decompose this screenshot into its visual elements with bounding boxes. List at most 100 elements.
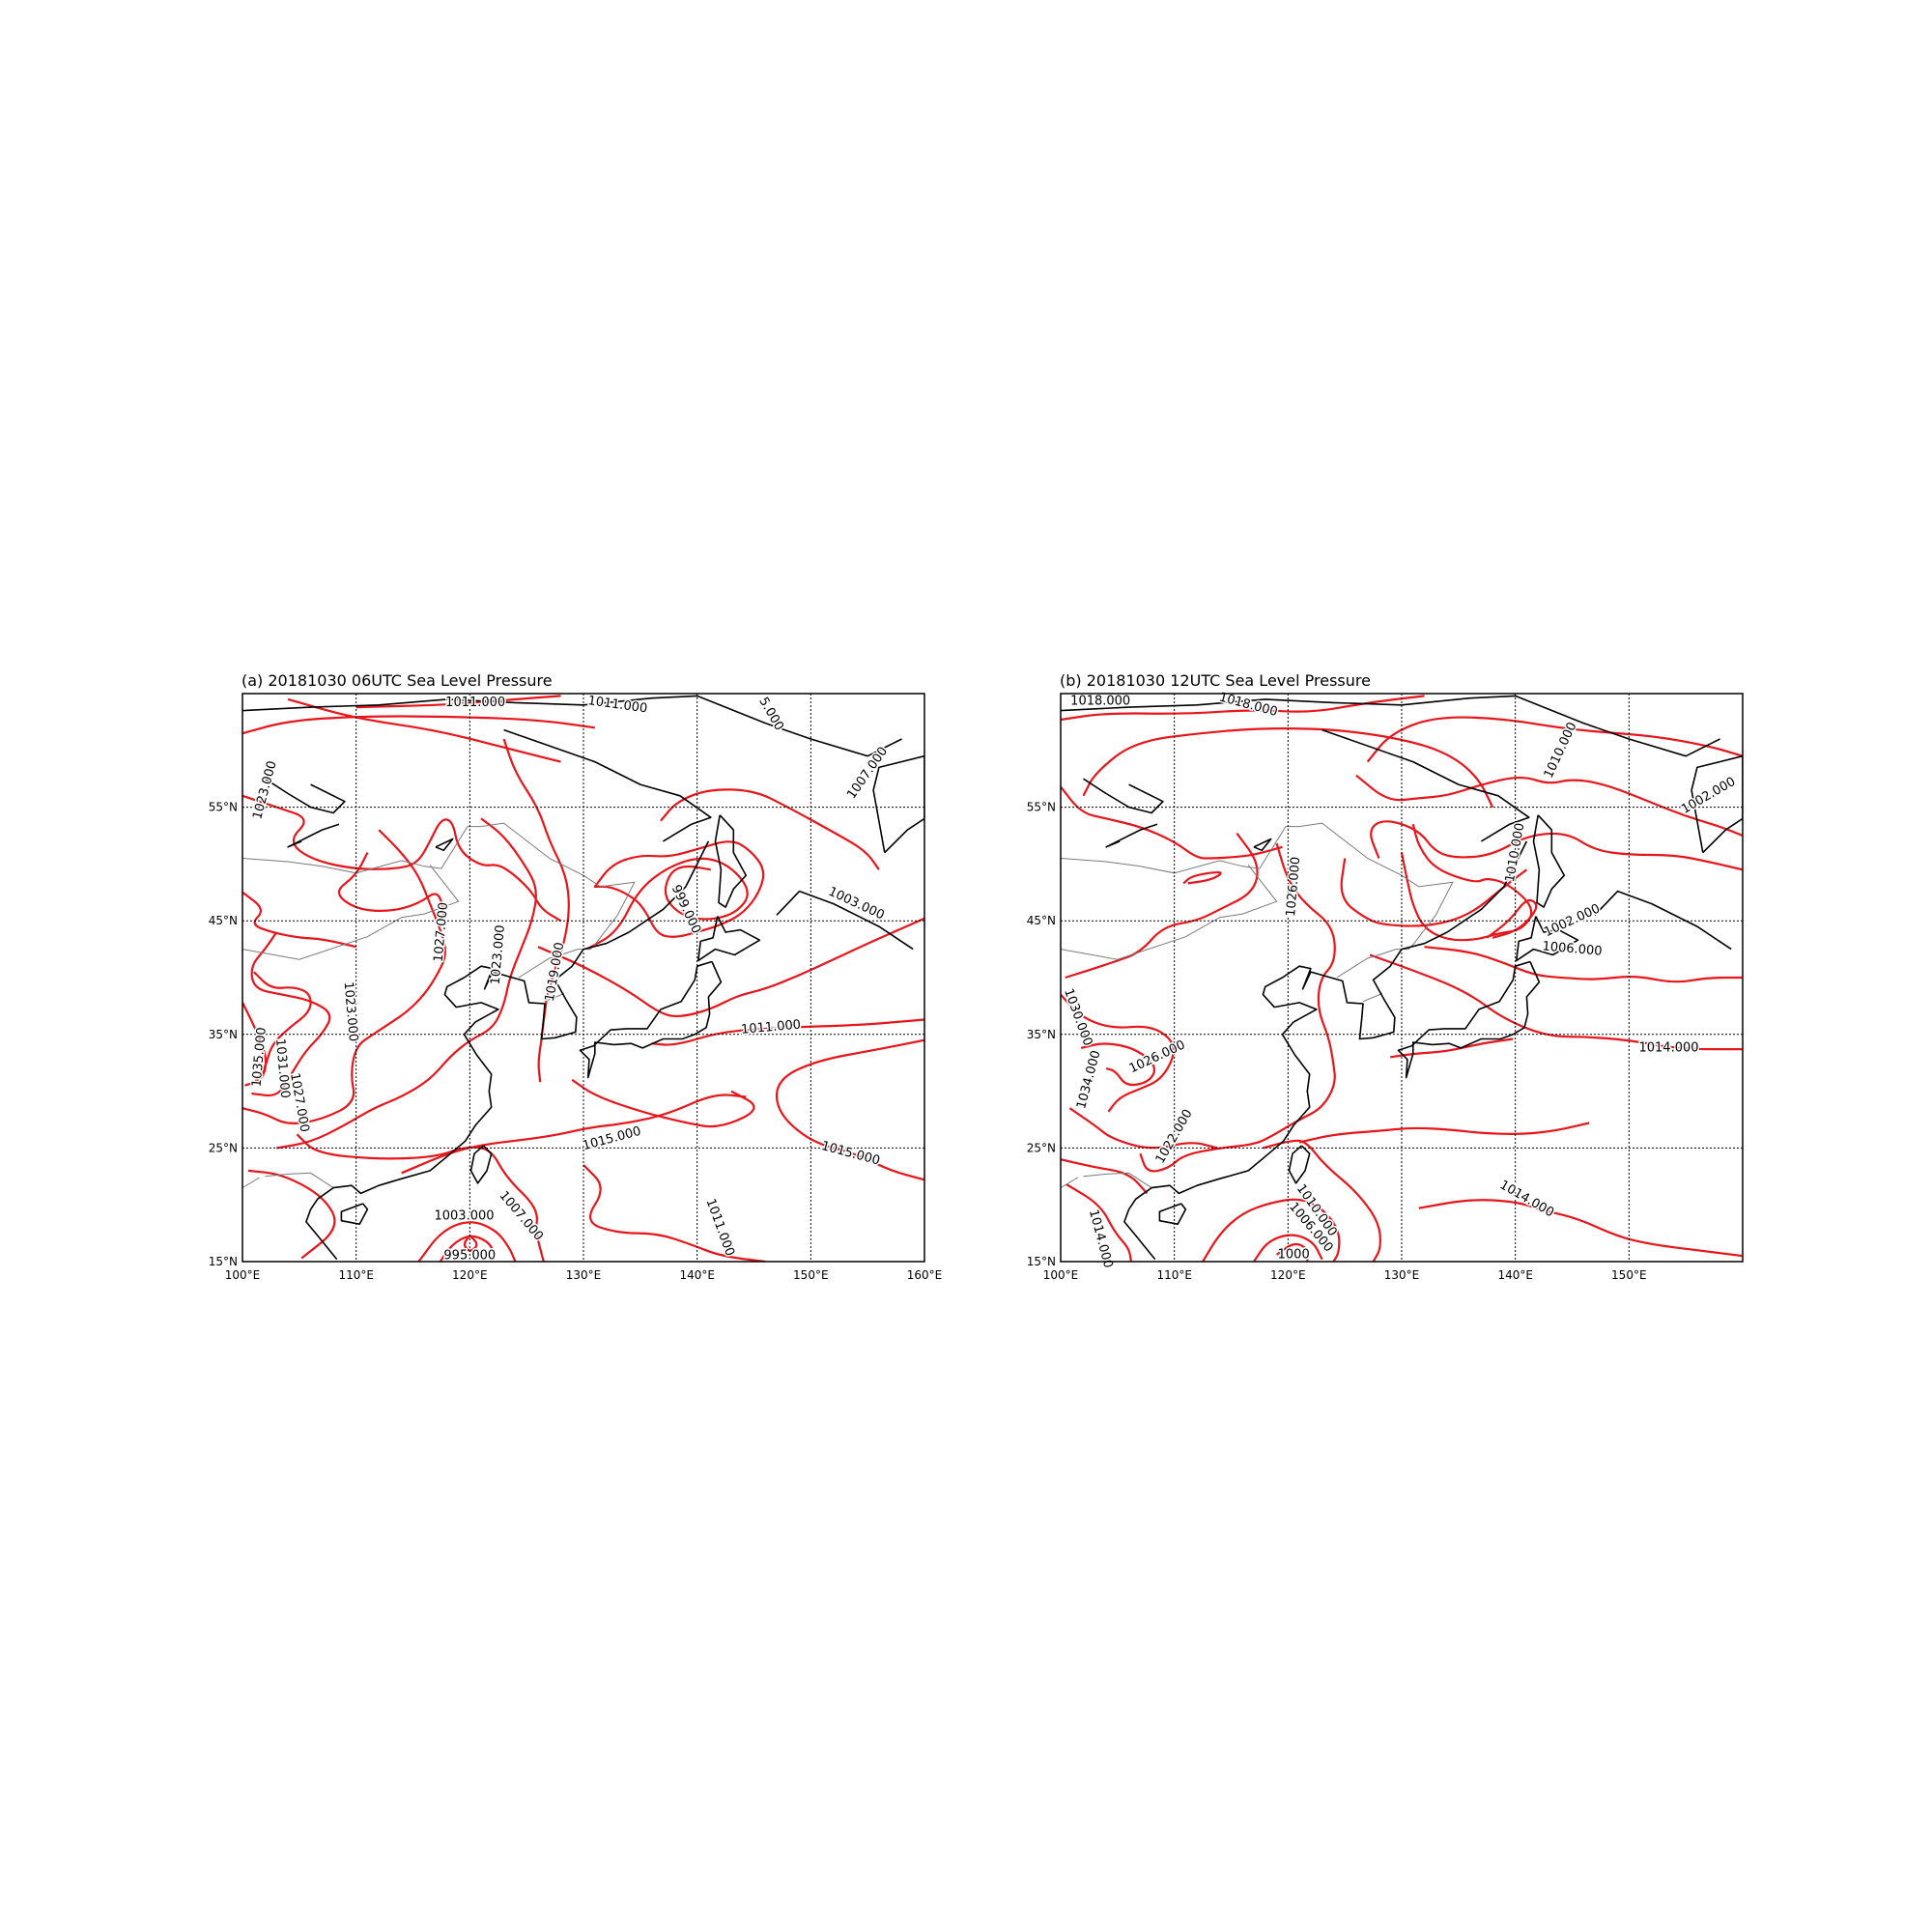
lat-tick-label: 35°N <box>209 1028 238 1041</box>
coastline <box>1253 838 1272 852</box>
isobar-line <box>1340 858 1528 927</box>
isobar-line <box>1370 820 1743 871</box>
lon-tick-label: 120°E <box>452 1268 488 1282</box>
isobar-line <box>1061 785 1283 860</box>
isobar-line <box>660 788 880 870</box>
isobar-line <box>242 715 595 735</box>
isobar-line <box>1298 1122 1590 1144</box>
coastline <box>469 1145 493 1184</box>
isobar-line <box>242 891 356 949</box>
coastline <box>242 695 902 757</box>
coastline <box>305 840 710 1261</box>
isobar-label: 1018.000 <box>1070 695 1130 709</box>
isobar-label: 1034.000 <box>1074 1049 1104 1111</box>
isobar-line <box>252 971 312 1085</box>
coastline <box>697 916 761 962</box>
isobar-line <box>355 695 561 709</box>
border-line <box>242 822 636 950</box>
lon-tick-label: 100°E <box>225 1268 261 1282</box>
isobar-label: 1023.000 <box>489 924 508 985</box>
border-line <box>242 1177 260 1189</box>
lat-tick-label: 45°N <box>209 914 238 927</box>
map-area <box>1061 695 1743 1262</box>
border-line <box>1061 865 1278 960</box>
isobar-line <box>1424 946 1743 983</box>
coastline <box>1594 890 1732 951</box>
isobar-label: 1014.000 <box>1638 1040 1698 1055</box>
isobar-line <box>287 697 561 763</box>
isobar-line <box>1369 953 1743 1051</box>
coastline <box>872 754 924 854</box>
lat-tick-label: 15°N <box>209 1255 238 1268</box>
isobar-line <box>276 817 537 1150</box>
isobar-label: 1000 <box>1278 1247 1310 1262</box>
isobar-label: 1023.000 <box>250 759 280 821</box>
coastline <box>1061 695 1720 757</box>
isobar-line <box>337 852 446 922</box>
isobar-line <box>247 1169 336 1260</box>
isobar-line <box>401 1094 747 1175</box>
lat-tick-label: 15°N <box>1027 1255 1056 1268</box>
isobar-label: 1026.000 <box>1284 856 1303 917</box>
lon-tick-label: 160°E <box>907 1268 943 1282</box>
isobar-line <box>1486 898 1538 939</box>
isobar-label: 5.000 <box>755 695 786 733</box>
lat-tick-label: 25°N <box>1027 1141 1056 1154</box>
border-line <box>1061 1177 1078 1189</box>
isobar-line <box>242 829 446 1124</box>
panel-title: (a) 20181030 06UTC Sea Level Pressure <box>242 671 553 690</box>
isobar-line <box>1068 1107 1218 1150</box>
coastline <box>1123 840 1528 1261</box>
border-line <box>544 993 565 1003</box>
isobar-line <box>242 1002 268 1087</box>
lon-tick-label: 100°E <box>1043 1268 1079 1282</box>
isobar-line <box>1355 774 1743 838</box>
isobar-label: 1002.000 <box>1542 901 1603 940</box>
isobar-label: 995.000 <box>443 1249 496 1264</box>
isobar-label: 1003.000 <box>434 1209 494 1224</box>
isobar-line <box>1139 842 1336 1173</box>
coastline <box>1083 778 1164 814</box>
coastline <box>1288 1145 1311 1184</box>
lon-tick-label: 140°E <box>679 1268 715 1282</box>
isobar-label: 1007.000 <box>497 1188 546 1243</box>
border-line <box>242 865 460 960</box>
isobar-line <box>1080 1042 1156 1087</box>
coastline <box>1516 916 1579 962</box>
coastline <box>1105 823 1158 848</box>
isobar-label: 1030.000 <box>1061 986 1094 1047</box>
isobar-label: 1011.000 <box>445 696 505 710</box>
coastline <box>340 1203 369 1225</box>
isobar-label: 1011.000 <box>741 1018 802 1037</box>
lon-tick-label: 150°E <box>1611 1268 1647 1282</box>
isobar-label: 1026.000 <box>1127 1037 1188 1076</box>
isobar-line <box>651 1018 924 1046</box>
lat-tick-label: 45°N <box>1027 914 1056 927</box>
lon-tick-label: 110°E <box>1156 1268 1192 1282</box>
isobar-line <box>1065 1183 1133 1262</box>
coastline <box>1690 754 1743 854</box>
isobar-line <box>775 1038 924 1181</box>
lon-tick-label: 130°E <box>566 1268 602 1282</box>
isobar-label: 1027.000 <box>432 901 451 962</box>
coastline <box>1532 814 1566 908</box>
isobar-label: 1014.000 <box>1497 1178 1556 1220</box>
isobar-label: 1010.000 <box>1503 822 1528 884</box>
isobar-line <box>1202 1198 1341 1262</box>
lon-tick-label: 130°E <box>1384 1268 1420 1282</box>
isobar-line <box>582 1164 766 1262</box>
map-frame <box>242 693 925 1263</box>
lon-tick-label: 140°E <box>1497 1268 1533 1282</box>
coastline <box>714 814 748 908</box>
coastline <box>287 823 340 848</box>
coastline <box>265 778 346 814</box>
isobar-label: 1014.000 <box>1086 1208 1116 1270</box>
lat-tick-label: 55°N <box>1027 801 1056 814</box>
coastline <box>579 960 723 1079</box>
isobar-label: 1006.000 <box>1542 939 1603 958</box>
isobar-label: 1031.000 <box>272 1038 292 1099</box>
isobar-line <box>1418 1199 1743 1258</box>
lon-tick-label: 110°E <box>338 1268 374 1282</box>
isobar-line <box>1275 1242 1309 1262</box>
isobar-line <box>1182 870 1222 885</box>
